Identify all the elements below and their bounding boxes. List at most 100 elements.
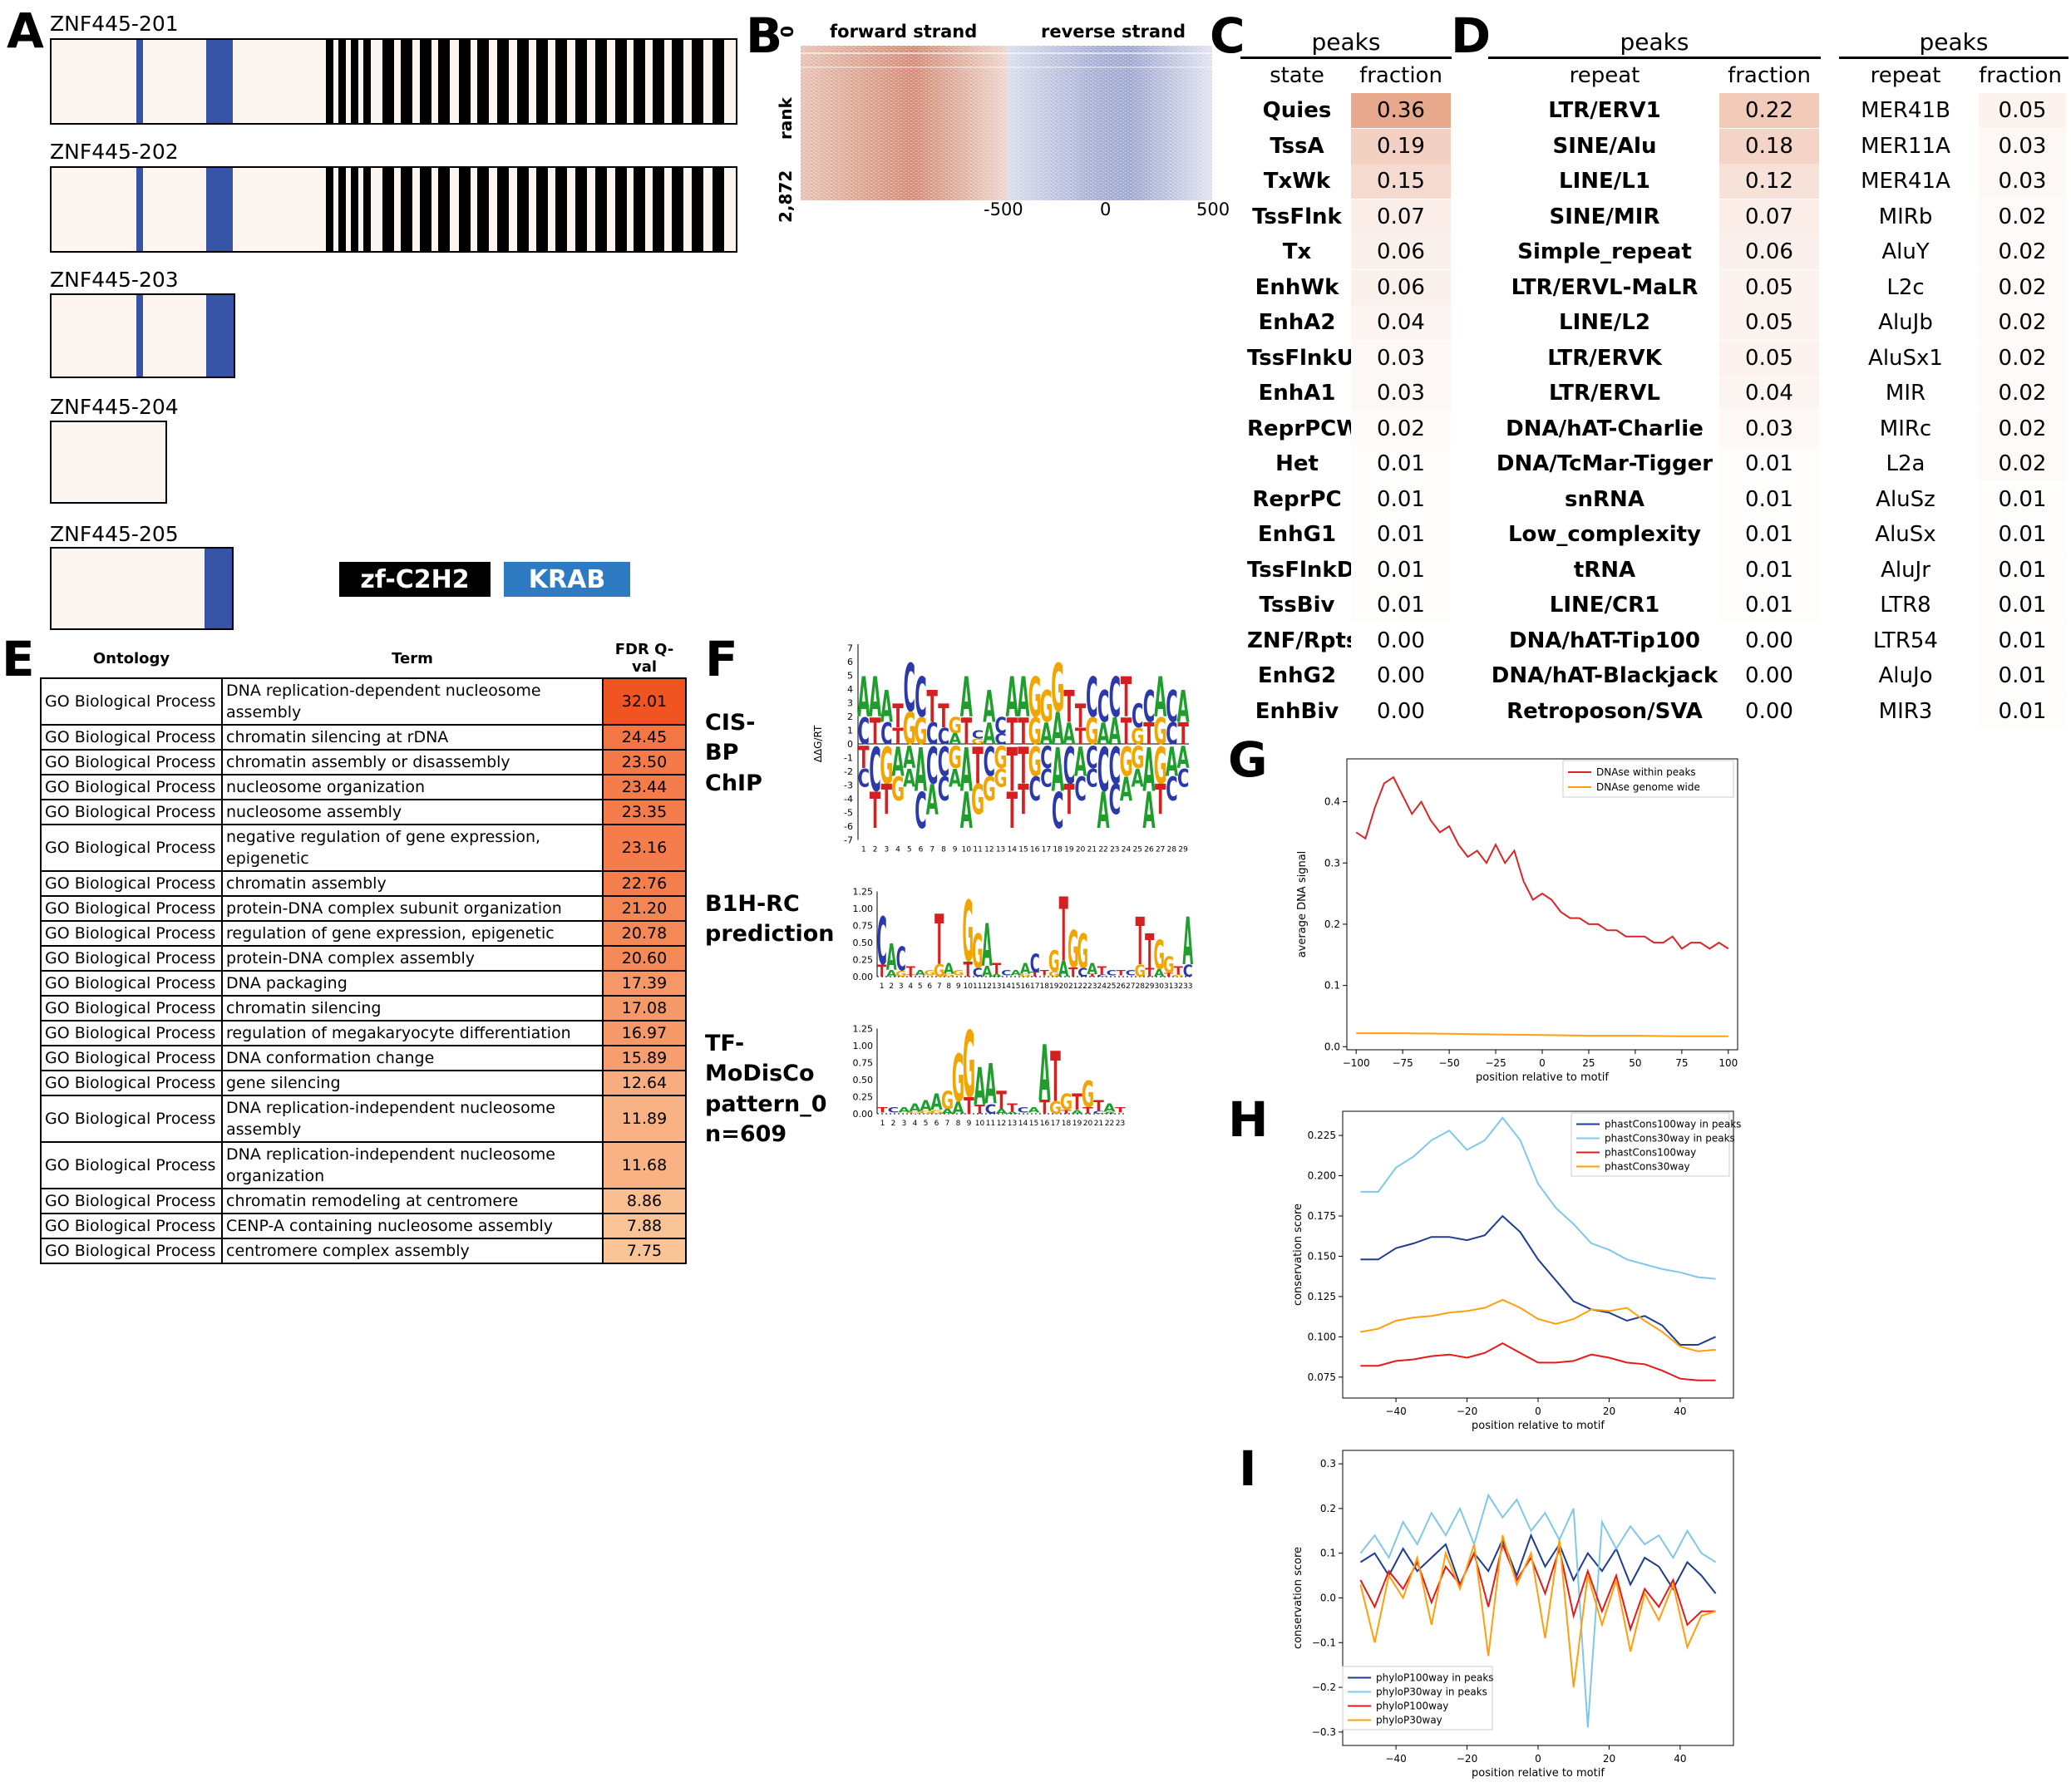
repeat-cell: LTR54 xyxy=(1873,628,1938,653)
panel-label-d: D xyxy=(1451,7,1492,64)
logo-letter: C xyxy=(877,904,887,980)
logo-letter: G xyxy=(1049,1098,1062,1118)
zf-c2h2-domain xyxy=(351,168,358,251)
logo-letter: A xyxy=(1028,1106,1040,1115)
logo-letter: G xyxy=(903,704,916,755)
y-axis-label: ΔΔG/RT xyxy=(812,725,824,762)
repeat-cell: MER11A xyxy=(1861,133,1950,159)
go-table-row: GO Biological Process nucleosome assembly… xyxy=(40,799,687,825)
x-tick-label: 16 xyxy=(1040,1120,1050,1128)
fraction-cell: 0.00 xyxy=(1351,623,1451,658)
x-tick-label: 14 xyxy=(1018,1120,1028,1128)
y-tick-label: 0.075 xyxy=(1308,1371,1336,1383)
cisbp-motif-logo: 76543210-1-2-3-4-5-6-7ΔΔG/RTACTC1ATCT2AC… xyxy=(812,643,1190,853)
y-tick-label: 0.100 xyxy=(1308,1331,1336,1342)
y-tick-label: −0.1 xyxy=(1312,1637,1336,1648)
fraction-cell: 0.00 xyxy=(1351,658,1451,693)
logo-letter: A xyxy=(903,741,915,775)
logo-letter: C xyxy=(1166,682,1177,733)
logo-letter: A xyxy=(1071,1109,1083,1115)
fraction-cell: 0.01 xyxy=(1979,517,2066,552)
logo-letter: C xyxy=(1052,783,1063,839)
repeat-cell: SINE/MIR xyxy=(1549,204,1660,229)
logo-letter: C xyxy=(904,649,915,726)
x-axis-label: position relative to motif xyxy=(1472,1420,1605,1432)
panel-label-c: C xyxy=(1210,7,1245,64)
logo-letter: A xyxy=(1103,1101,1116,1115)
term-cell: chromatin assembly xyxy=(221,870,604,897)
repeat-cell: DNA/hAT-Tip100 xyxy=(1509,628,1700,653)
zf-c2h2-domain xyxy=(615,40,627,123)
x-tick-label: 17 xyxy=(1051,1120,1060,1128)
fdr-cell: 20.78 xyxy=(602,920,687,947)
repeat-cell: AluY xyxy=(1881,239,1930,264)
go-table-row: GO Biological Process centromere complex … xyxy=(40,1238,687,1264)
state-cell: Het xyxy=(1275,451,1319,476)
fdr-cell: 23.35 xyxy=(602,799,687,825)
logo-letter: T xyxy=(1039,1096,1050,1118)
logo-letter: T xyxy=(1121,711,1132,754)
logo-letter: C xyxy=(1143,682,1155,733)
y-top-label: 0 xyxy=(777,26,797,37)
legend-box xyxy=(1562,760,1734,798)
repeat-cell: Retroposon/SVA xyxy=(1506,698,1703,724)
logo-letter: G xyxy=(983,771,996,810)
logo-letter: A xyxy=(915,736,927,806)
fraction-cell: 0.02 xyxy=(1979,340,2066,376)
logo-letter: C xyxy=(938,771,949,810)
transcript-box xyxy=(50,421,167,504)
y-tick-label: 0.00 xyxy=(853,1109,874,1120)
logo-letter: C xyxy=(858,764,870,792)
ontology-cell: GO Biological Process xyxy=(40,945,223,972)
logo-letter: T xyxy=(1145,923,1154,979)
panel-label-f: F xyxy=(705,631,738,687)
x-tick-label: 1 xyxy=(861,846,866,853)
fraction-cell: 0.12 xyxy=(1719,164,1819,199)
x-tick-label: 5 xyxy=(907,846,912,853)
logo-letter: G xyxy=(895,969,906,979)
zf-c2h2-domain xyxy=(595,168,607,251)
logo-letter: T xyxy=(1082,1105,1093,1116)
y-tick-label: 0.150 xyxy=(1308,1250,1336,1262)
y-tick-label: −0.3 xyxy=(1312,1726,1336,1738)
chart-g-dnase-signal: −100 −75 −50 −25 0 25 50 75 100 0.0 0.1 0.2 0.3 0.4 po… xyxy=(1296,758,1738,1084)
column-header: repeat xyxy=(1569,63,1640,88)
logo-letter: T xyxy=(1018,711,1029,754)
x-tick-label: 11 xyxy=(973,982,982,991)
fraction-cell: 0.01 xyxy=(1351,588,1451,623)
header-rule xyxy=(1488,57,1821,59)
state-cell: TssA xyxy=(1270,133,1324,159)
zf-c2h2-domain xyxy=(497,40,509,123)
zf-c2h2-domain xyxy=(692,40,703,123)
x-tick-label: 20 xyxy=(1059,982,1069,991)
x-tick-label: 9 xyxy=(956,982,961,991)
b1h-motif-logo: 1.251.000.750.500.250.00 CT1AA2CG3TT4A5G6… xyxy=(853,879,1194,991)
x-tick-label: 28 xyxy=(1136,982,1146,991)
x-tick-label: 3 xyxy=(902,1120,907,1128)
go-table-row: GO Biological Process DNA replication-ind… xyxy=(40,1141,687,1189)
transcript-box xyxy=(50,166,737,253)
fraction-cell: 0.01 xyxy=(1351,552,1451,588)
logo-letter: T xyxy=(1121,667,1132,730)
ontology-cell: GO Biological Process xyxy=(40,1213,223,1239)
logo-letter: A xyxy=(909,1101,921,1115)
x-tick-label: −100 xyxy=(1343,1057,1370,1069)
logo-letter: A xyxy=(930,1090,943,1115)
y-tick-label: -3 xyxy=(844,780,853,791)
zf-c2h2-domain xyxy=(351,40,358,123)
x-tick-label: 7 xyxy=(937,982,942,991)
panel-label-b: B xyxy=(746,7,783,64)
logo-letter: C xyxy=(1063,736,1075,795)
x-tick-label: 23 xyxy=(1087,982,1097,991)
fraction-cell: 0.01 xyxy=(1719,517,1819,552)
x-tick-label: 16 xyxy=(1030,846,1040,853)
logo-letter: C xyxy=(972,728,984,741)
zf-c2h2-domain xyxy=(615,168,627,251)
repeat-cell: MER41A xyxy=(1861,169,1950,194)
panel-label-g: G xyxy=(1228,731,1268,788)
legend-label: phyloP30way in peaks xyxy=(1376,1686,1487,1698)
repeat-cell: Low_complexity xyxy=(1507,522,1702,547)
logo-letter: G xyxy=(1077,923,1088,979)
logo-letter: C xyxy=(1177,764,1189,792)
panel-label-e: E xyxy=(2,631,35,687)
